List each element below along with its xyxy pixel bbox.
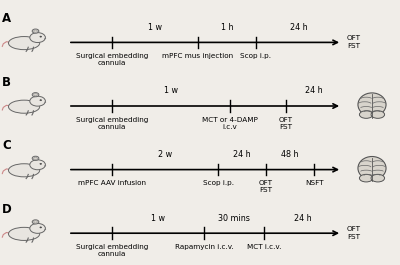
Ellipse shape: [8, 227, 40, 240]
Text: 24 h: 24 h: [290, 23, 308, 32]
Ellipse shape: [40, 100, 42, 101]
Ellipse shape: [45, 229, 46, 230]
Ellipse shape: [30, 160, 46, 170]
Ellipse shape: [32, 220, 39, 224]
Text: D: D: [2, 203, 12, 216]
Ellipse shape: [32, 29, 39, 33]
Text: mPFC AAV infusion: mPFC AAV infusion: [78, 180, 146, 186]
Ellipse shape: [34, 221, 37, 223]
Ellipse shape: [34, 30, 37, 32]
Text: 24 h: 24 h: [294, 214, 312, 223]
Ellipse shape: [8, 164, 40, 177]
Ellipse shape: [45, 102, 46, 103]
Ellipse shape: [32, 93, 39, 97]
Ellipse shape: [8, 37, 40, 50]
Text: Scop i.p.: Scop i.p.: [202, 180, 234, 186]
Text: Rapamycin i.c.v.: Rapamycin i.c.v.: [175, 244, 233, 250]
Ellipse shape: [358, 157, 386, 180]
Ellipse shape: [30, 223, 46, 233]
Ellipse shape: [45, 165, 46, 166]
Ellipse shape: [360, 111, 373, 118]
Text: OFT
FST: OFT FST: [347, 36, 361, 49]
Text: 2 w: 2 w: [158, 150, 172, 159]
Ellipse shape: [34, 94, 37, 96]
Text: A: A: [2, 12, 11, 25]
Text: 1 h: 1 h: [221, 23, 233, 32]
Text: Surgical embedding
cannula: Surgical embedding cannula: [76, 244, 148, 257]
Ellipse shape: [32, 156, 39, 160]
Text: C: C: [2, 139, 11, 152]
Ellipse shape: [358, 93, 386, 116]
Ellipse shape: [8, 100, 40, 113]
Text: 1 w: 1 w: [148, 23, 162, 32]
Ellipse shape: [40, 36, 42, 37]
Text: 24 h: 24 h: [233, 150, 251, 159]
Text: OFT
FST: OFT FST: [347, 226, 361, 240]
Text: Scop i.p.: Scop i.p.: [240, 53, 272, 59]
Ellipse shape: [371, 111, 384, 118]
Ellipse shape: [30, 96, 46, 106]
Text: 30 mins: 30 mins: [218, 214, 250, 223]
Text: mPFC mus injection: mPFC mus injection: [162, 53, 234, 59]
Ellipse shape: [45, 38, 46, 39]
Text: 48 h: 48 h: [281, 150, 299, 159]
Ellipse shape: [30, 33, 46, 43]
Ellipse shape: [360, 174, 373, 182]
Text: 1 w: 1 w: [164, 86, 178, 95]
Text: Surgical embedding
cannula: Surgical embedding cannula: [76, 53, 148, 66]
Text: OFT
FST: OFT FST: [259, 180, 273, 193]
Ellipse shape: [40, 227, 42, 228]
Text: 1 w: 1 w: [151, 214, 165, 223]
Text: 24 h: 24 h: [305, 86, 323, 95]
Text: MCT i.c.v.: MCT i.c.v.: [247, 244, 281, 250]
Text: B: B: [2, 76, 11, 89]
Ellipse shape: [371, 174, 384, 182]
Text: MCT or 4-DAMP
i.c.v: MCT or 4-DAMP i.c.v: [202, 117, 258, 130]
Text: NSFT: NSFT: [305, 180, 323, 186]
Text: OFT
FST: OFT FST: [279, 117, 293, 130]
Text: Surgical embedding
cannula: Surgical embedding cannula: [76, 117, 148, 130]
Ellipse shape: [34, 157, 37, 160]
Ellipse shape: [40, 163, 42, 164]
